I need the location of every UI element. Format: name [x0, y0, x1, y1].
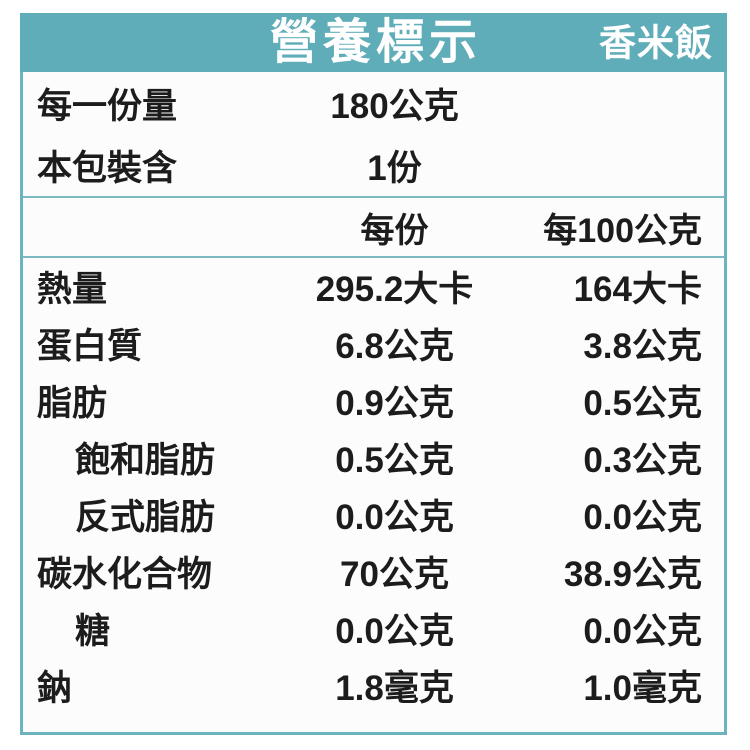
column-header-per-100g: 每100公克	[543, 211, 702, 250]
nutrient-row: 糖 0.0公克 0.0公克	[23, 600, 724, 657]
serving-info-row: 本包裝含 1份	[23, 134, 724, 196]
nutrient-value-per-serving: 1.8毫克	[335, 669, 454, 708]
column-header-per-serving: 每份	[360, 211, 429, 250]
nutrients-table: 熱量 295.2大卡 164大卡 蛋白質 6.8公克 3.8公克 脂肪 0.9公…	[23, 258, 724, 732]
nutrient-value-per-serving: 70公克	[340, 555, 449, 594]
nutrient-row: 反式脂肪 0.0公克 0.0公克	[23, 486, 724, 543]
label-title: 營養標示	[269, 15, 482, 69]
serving-info-value: 1份	[367, 148, 422, 188]
nutrient-label: 熱量	[37, 270, 108, 309]
label-header-bar: 營養標示 香米飯	[20, 13, 727, 72]
product-name: 香米飯	[599, 22, 713, 63]
nutrient-value-per-100g: 164大卡	[573, 270, 702, 309]
nutrient-label: 反式脂肪	[75, 498, 216, 537]
nutrient-value-per-100g: 0.0公克	[583, 612, 702, 651]
nutrient-value-per-serving: 0.0公克	[335, 612, 454, 651]
nutrient-value-per-100g: 1.0毫克	[583, 669, 702, 708]
nutrient-row: 蛋白質 6.8公克 3.8公克	[23, 315, 724, 372]
nutrient-row: 脂肪 0.9公克 0.5公克	[23, 372, 724, 429]
nutrient-row: 飽和脂肪 0.5公克 0.3公克	[23, 429, 724, 486]
nutrient-row: 碳水化合物 70公克 38.9公克	[23, 543, 724, 600]
nutrient-value-per-serving: 0.0公克	[335, 498, 454, 537]
nutrient-value-per-100g: 0.5公克	[583, 384, 702, 423]
serving-info-section: 每一份量 180公克 本包裝含 1份	[23, 72, 724, 196]
nutrient-value-per-100g: 0.3公克	[583, 441, 702, 480]
nutrient-label: 碳水化合物	[37, 555, 213, 594]
nutrient-row: 鈉 1.8毫克 1.0毫克	[23, 657, 724, 714]
nutrient-value-per-100g: 38.9公克	[563, 555, 702, 594]
nutrition-label: 營養標示 香米飯 每一份量 180公克 本包裝含 1份 每份 每100公克 熱量…	[20, 13, 727, 735]
nutrient-label: 糖	[75, 612, 111, 651]
nutrient-value-per-serving: 295.2大卡	[315, 270, 474, 309]
nutrient-value-per-serving: 0.9公克	[335, 384, 454, 423]
nutrient-label: 飽和脂肪	[75, 441, 216, 480]
serving-info-label: 每一份量	[37, 86, 178, 126]
nutrient-label: 鈉	[37, 669, 73, 708]
nutrient-label: 蛋白質	[37, 327, 143, 366]
nutrient-row: 熱量 295.2大卡 164大卡	[23, 258, 724, 315]
nutrient-value-per-100g: 0.0公克	[583, 498, 702, 537]
nutrient-value-per-serving: 6.8公克	[335, 327, 454, 366]
nutrient-value-per-serving: 0.5公克	[335, 441, 454, 480]
serving-info-value: 180公克	[330, 86, 459, 126]
nutrient-label: 脂肪	[37, 384, 108, 423]
nutrient-value-per-100g: 3.8公克	[583, 327, 702, 366]
serving-info-row: 每一份量 180公克	[23, 72, 724, 134]
serving-info-label: 本包裝含	[37, 148, 178, 188]
label-body: 每一份量 180公克 本包裝含 1份 每份 每100公克 熱量 295.2大卡 …	[20, 72, 727, 735]
column-header-row: 每份 每100公克	[23, 196, 724, 258]
